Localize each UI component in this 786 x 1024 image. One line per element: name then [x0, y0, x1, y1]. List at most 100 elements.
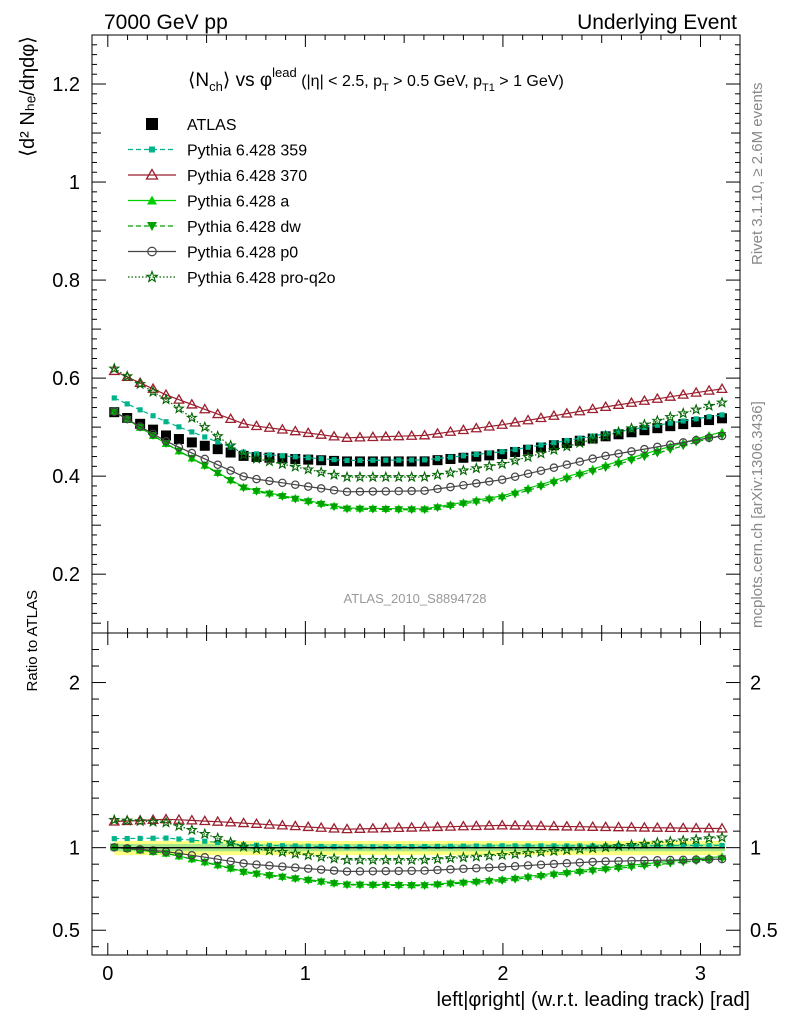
- ratio-data-point: [265, 861, 274, 870]
- data-point: [667, 420, 673, 426]
- data-point: [484, 477, 494, 486]
- data-point: [200, 462, 210, 471]
- ratio-data-point: [601, 866, 610, 874]
- ratio-data-point: [703, 822, 715, 833]
- data-point: [706, 414, 712, 420]
- data-point: [586, 403, 599, 414]
- main-panel: 0.2 0.4 0.6 0.8 1 1.2: [52, 34, 741, 634]
- ratio-data-point: [239, 859, 248, 868]
- data-point: [431, 427, 444, 438]
- data-point: [678, 438, 688, 447]
- ratio-data-point: [603, 843, 609, 849]
- ratio-data-point: [431, 852, 444, 865]
- ratio-data-point: [276, 845, 289, 858]
- data-point: [575, 457, 585, 466]
- ratio-series-line: [114, 846, 723, 887]
- header-right: Underlying Event: [577, 11, 737, 34]
- data-point: [383, 457, 389, 463]
- title-cuts-c: > 1 GeV): [495, 73, 564, 90]
- ratio-data-point: [237, 817, 250, 828]
- ratio-data-point: [586, 841, 599, 854]
- data-point: [147, 382, 159, 393]
- data-point: [186, 437, 197, 448]
- ratio-data-point: [159, 816, 173, 828]
- data-point: [422, 457, 428, 463]
- data-point: [328, 468, 341, 481]
- data-point: [431, 468, 444, 480]
- data-point: [703, 399, 716, 412]
- data-point: [237, 417, 250, 428]
- data-point: [367, 431, 379, 442]
- data-point: [174, 447, 184, 456]
- x-axis-label: left|φright| (w.r.t. leading track) [rad…: [437, 989, 750, 1011]
- data-point: [396, 457, 402, 463]
- legend-label: Pythia 6.428 a: [187, 194, 289, 211]
- ratio-data-point: [329, 880, 339, 888]
- data-point: [137, 407, 143, 413]
- ratio-data-point: [148, 846, 158, 855]
- ratio-data-point: [263, 818, 276, 829]
- data-point: [640, 453, 649, 462]
- ratio-data-point: [588, 857, 597, 867]
- ratio-data-point: [512, 843, 518, 849]
- ratio-data-point: [198, 827, 211, 840]
- data-point: [303, 498, 313, 507]
- ratio-data-point: [547, 844, 560, 857]
- ratio-data-point: [367, 822, 379, 833]
- ratio-data-point: [457, 851, 470, 863]
- data-point: [538, 442, 544, 448]
- ratio-data-point: [305, 843, 311, 849]
- ratio-data-point: [383, 844, 389, 850]
- data-point: [173, 434, 184, 445]
- ratio-data-point: [198, 815, 211, 826]
- ratio-data-point: [355, 881, 365, 890]
- data-point: [289, 460, 302, 472]
- title-n: ⟨N: [188, 70, 209, 91]
- ratio-data-point: [470, 820, 483, 831]
- ratio-data-point: [457, 820, 470, 831]
- x-tick-label: 1: [300, 963, 311, 985]
- data-point: [535, 412, 547, 423]
- data-point: [407, 506, 416, 515]
- ratio-panel: 0 1 2 3 0.5 0.5 1 1 2 2: [52, 632, 778, 985]
- data-point: [652, 423, 663, 434]
- data-point: [614, 449, 623, 458]
- y-tick-label: 1: [69, 172, 80, 194]
- series-line: [114, 411, 723, 493]
- data-point: [147, 385, 160, 397]
- legend-marker: [146, 118, 158, 130]
- data-point: [289, 425, 302, 436]
- data-point: [433, 504, 442, 513]
- title-cuts-sub2: T1: [482, 82, 495, 94]
- data-point: [693, 416, 699, 422]
- title-vs: ⟩ vs φ: [223, 70, 272, 91]
- data-point: [370, 457, 376, 463]
- ratio-data-point: [510, 861, 520, 871]
- ratio-data-point: [703, 831, 716, 844]
- data-point: [394, 486, 403, 496]
- data-point: [560, 407, 573, 418]
- ratio-data-point: [434, 843, 441, 849]
- data-point: [379, 430, 392, 441]
- ratio-data-point: [536, 860, 546, 869]
- ratio-data-point: [640, 862, 649, 871]
- x-tick-label: 2: [497, 963, 508, 985]
- header-left: 7000 GeV pp: [104, 11, 228, 34]
- data-point: [575, 471, 585, 480]
- data-point: [534, 447, 548, 459]
- ratio-data-point: [163, 835, 169, 841]
- ratio-data-point: [470, 850, 483, 862]
- ratio-data-point: [601, 857, 610, 866]
- legend-label: Pythia 6.428 dw: [187, 219, 301, 236]
- ratio-data-point: [562, 859, 572, 868]
- ratio-data-point: [211, 815, 224, 826]
- data-point: [161, 436, 171, 446]
- ratio-data-point: [370, 844, 376, 850]
- ratio-data-point: [340, 853, 354, 866]
- ratio-data-point: [173, 813, 185, 824]
- data-point: [200, 454, 210, 464]
- ratio-data-point: [612, 821, 625, 832]
- ratio-data-point: [496, 848, 509, 861]
- ratio-data-point: [677, 834, 690, 846]
